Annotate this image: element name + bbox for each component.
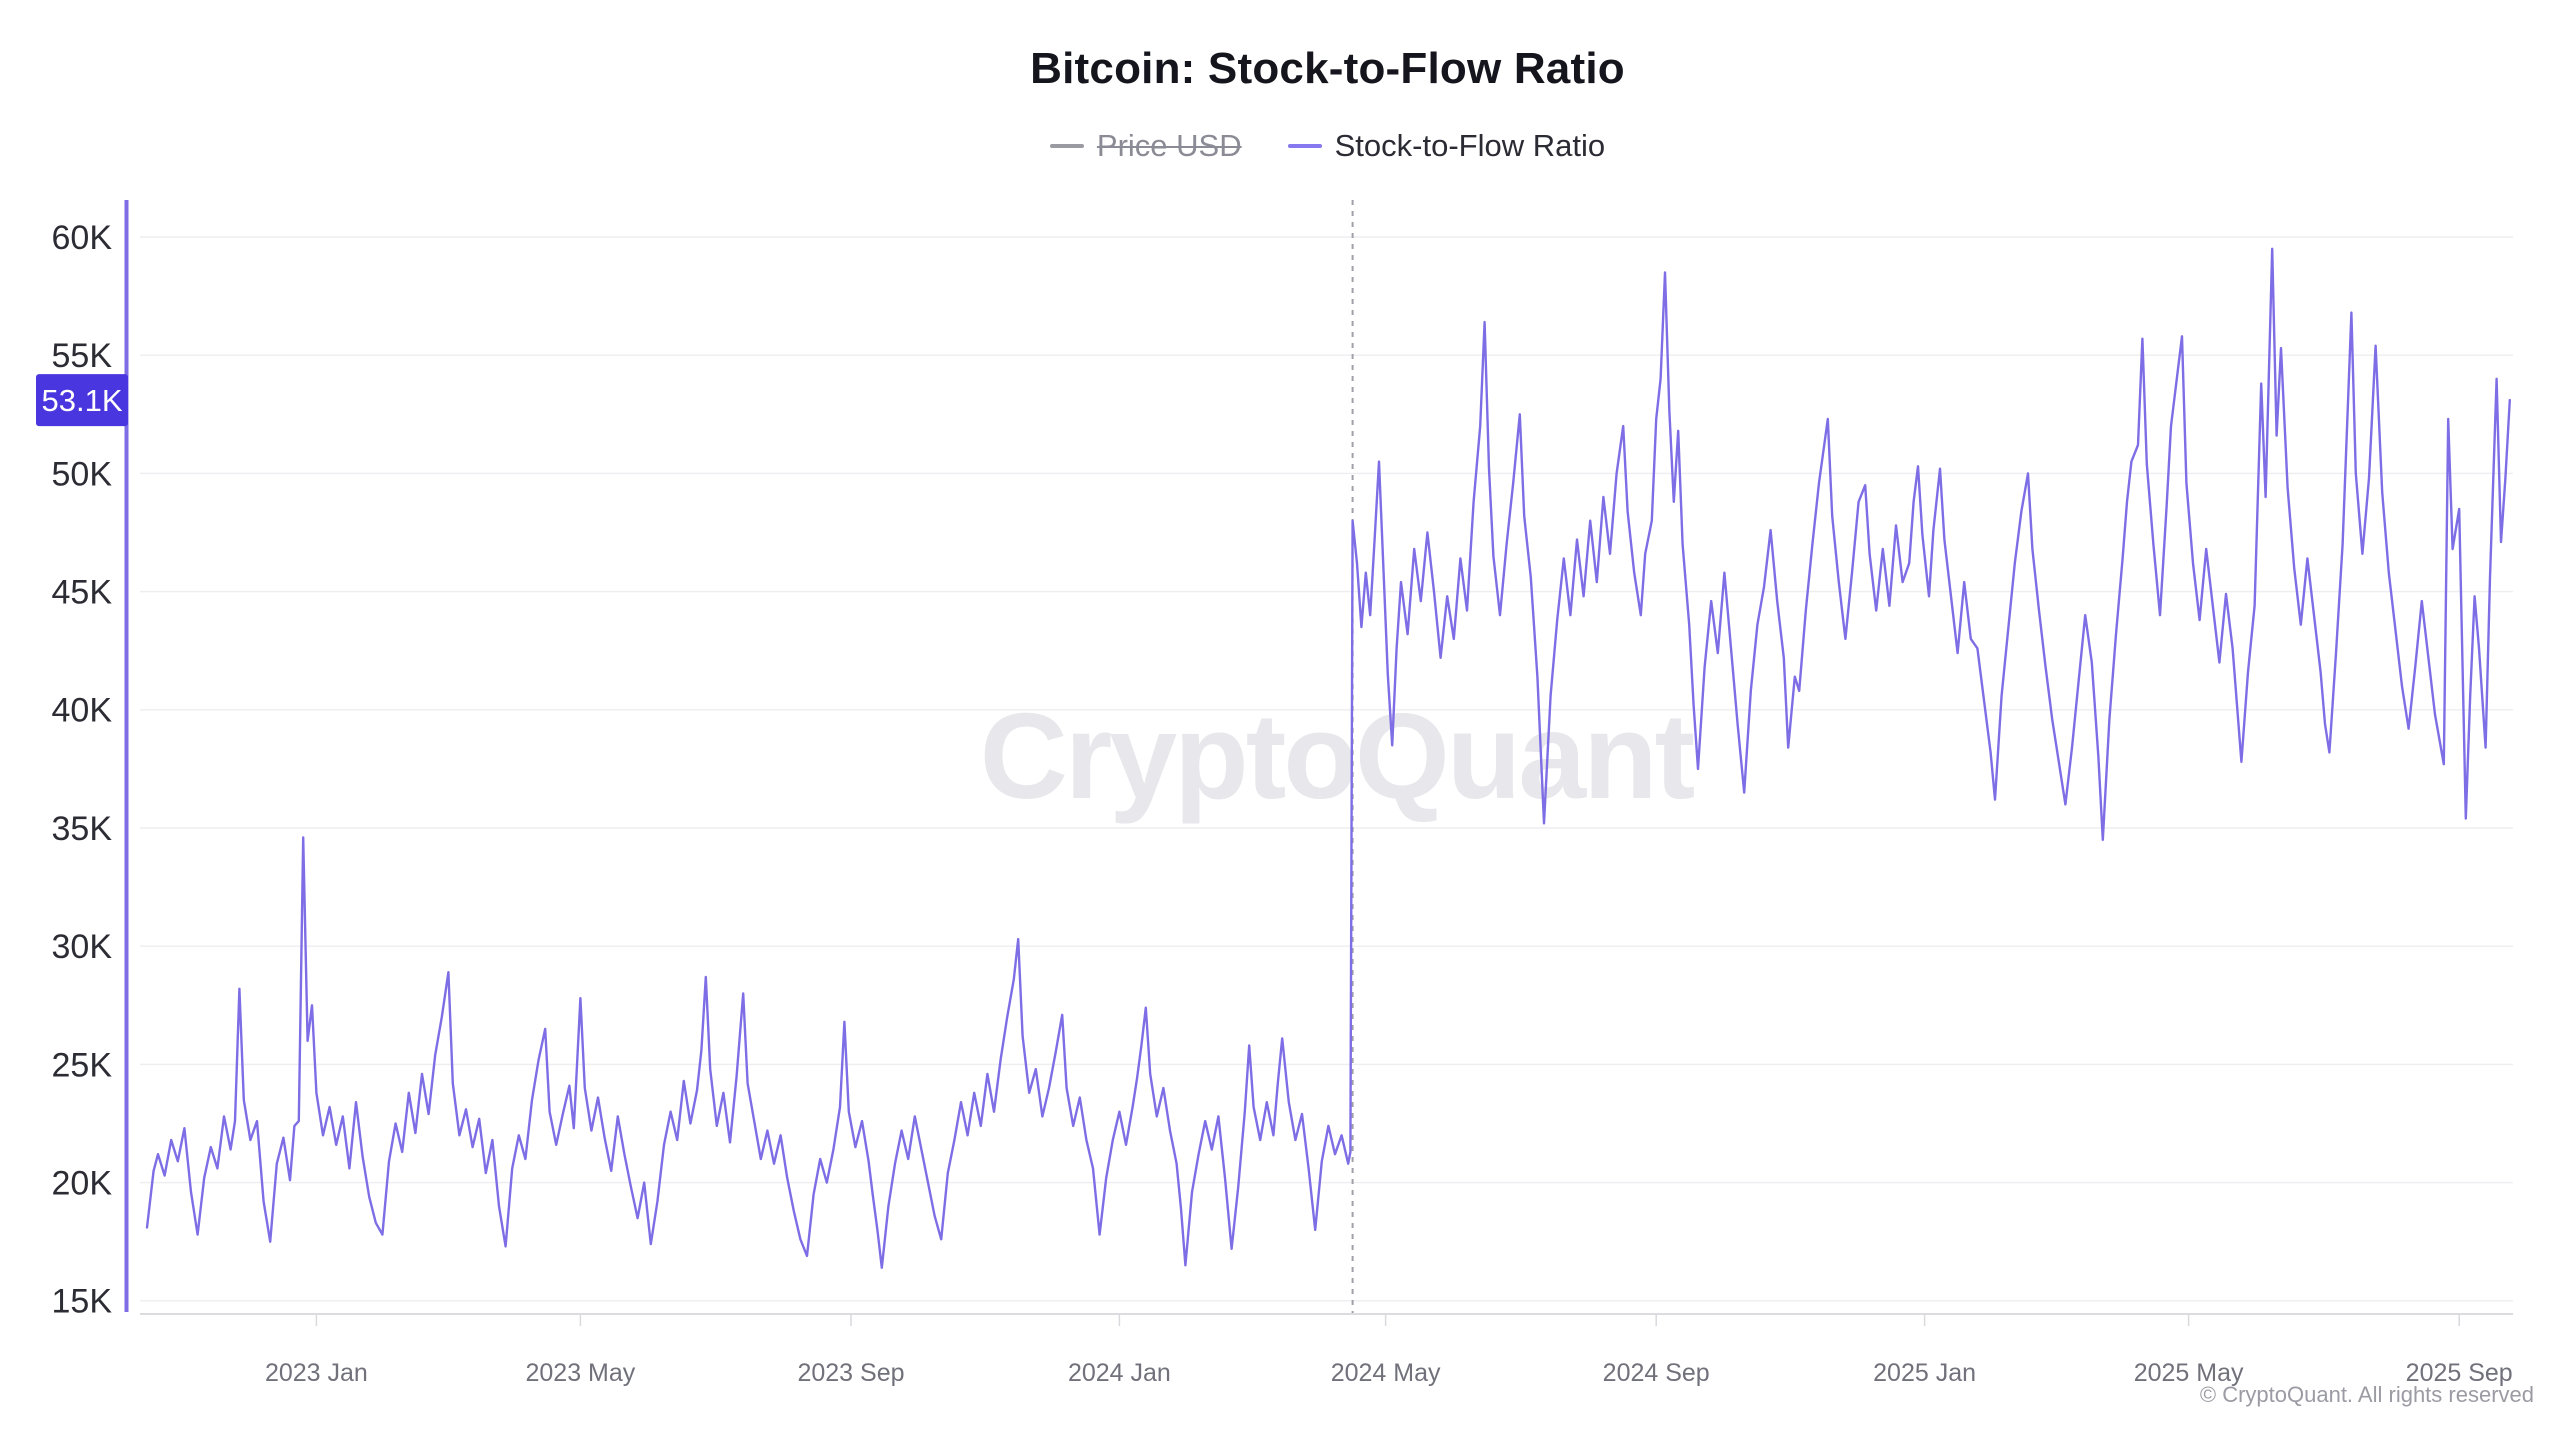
y-axis-label: 20K: [52, 1165, 113, 1203]
y-axis-label: 40K: [52, 692, 113, 730]
current-value-badge: 53.1K: [36, 374, 128, 427]
y-axis-label: 50K: [52, 455, 113, 493]
y-axis-label: 25K: [52, 1046, 113, 1084]
x-axis-labels: 2023 Jan 2023 May 2023 Sep 2024 Jan 2024 May…: [265, 1359, 2513, 1387]
y-axis-label: 45K: [52, 574, 113, 612]
x-axis-label: 2024 Jan: [1068, 1359, 1171, 1387]
x-axis-label: 2025 Jan: [1873, 1359, 1976, 1387]
copyright-text: © CryptoQuant. All rights reserved: [2199, 1382, 2534, 1407]
current-value-label: 53.1K: [41, 383, 122, 418]
price-usd-swatch-icon: [1049, 144, 1084, 148]
y-axis-label: 35K: [52, 810, 113, 848]
x-axis-label: 2024 May: [1331, 1359, 1441, 1387]
x-axis-label: 2025 May: [2134, 1359, 2244, 1387]
x-axis-label: 2024 Sep: [1603, 1359, 1710, 1387]
legend-label-price-usd: Price USD: [1096, 128, 1242, 163]
cryptoquant-watermark: CryptoQuant: [980, 688, 1695, 824]
x-axis-label: 2023 Sep: [797, 1359, 904, 1387]
x-axis-ticks: [315, 1314, 2460, 1326]
stock-to-flow-swatch-icon: [1287, 144, 1322, 148]
x-axis-label: 2023 May: [526, 1359, 636, 1387]
stock-to-flow-series-line: [145, 247, 2511, 1269]
y-gridlines: [140, 236, 2513, 1302]
chart-title: Bitcoin: Stock-to-Flow Ratio: [1030, 44, 1625, 93]
y-axis-labels: 60K 55K 50K 45K 40K 35K 30K 25K 20K 15K: [52, 219, 113, 1321]
x-axis-label: 2023 Jan: [265, 1359, 368, 1387]
x-axis-label: 2025 Sep: [2406, 1359, 2513, 1387]
chart-legend: Price USD Stock-to-Flow Ratio: [140, 128, 2515, 164]
y-axis-label: 15K: [52, 1283, 113, 1321]
y-axis-label: 30K: [52, 928, 113, 966]
legend-item-price-usd[interactable]: Price USD: [1049, 128, 1242, 164]
y-axis-label: 55K: [52, 337, 113, 375]
y-axis-label: 60K: [52, 219, 113, 257]
legend-item-stock-to-flow[interactable]: Stock-to-Flow Ratio: [1287, 128, 1606, 164]
legend-label-stock-to-flow: Stock-to-Flow Ratio: [1334, 128, 1606, 163]
